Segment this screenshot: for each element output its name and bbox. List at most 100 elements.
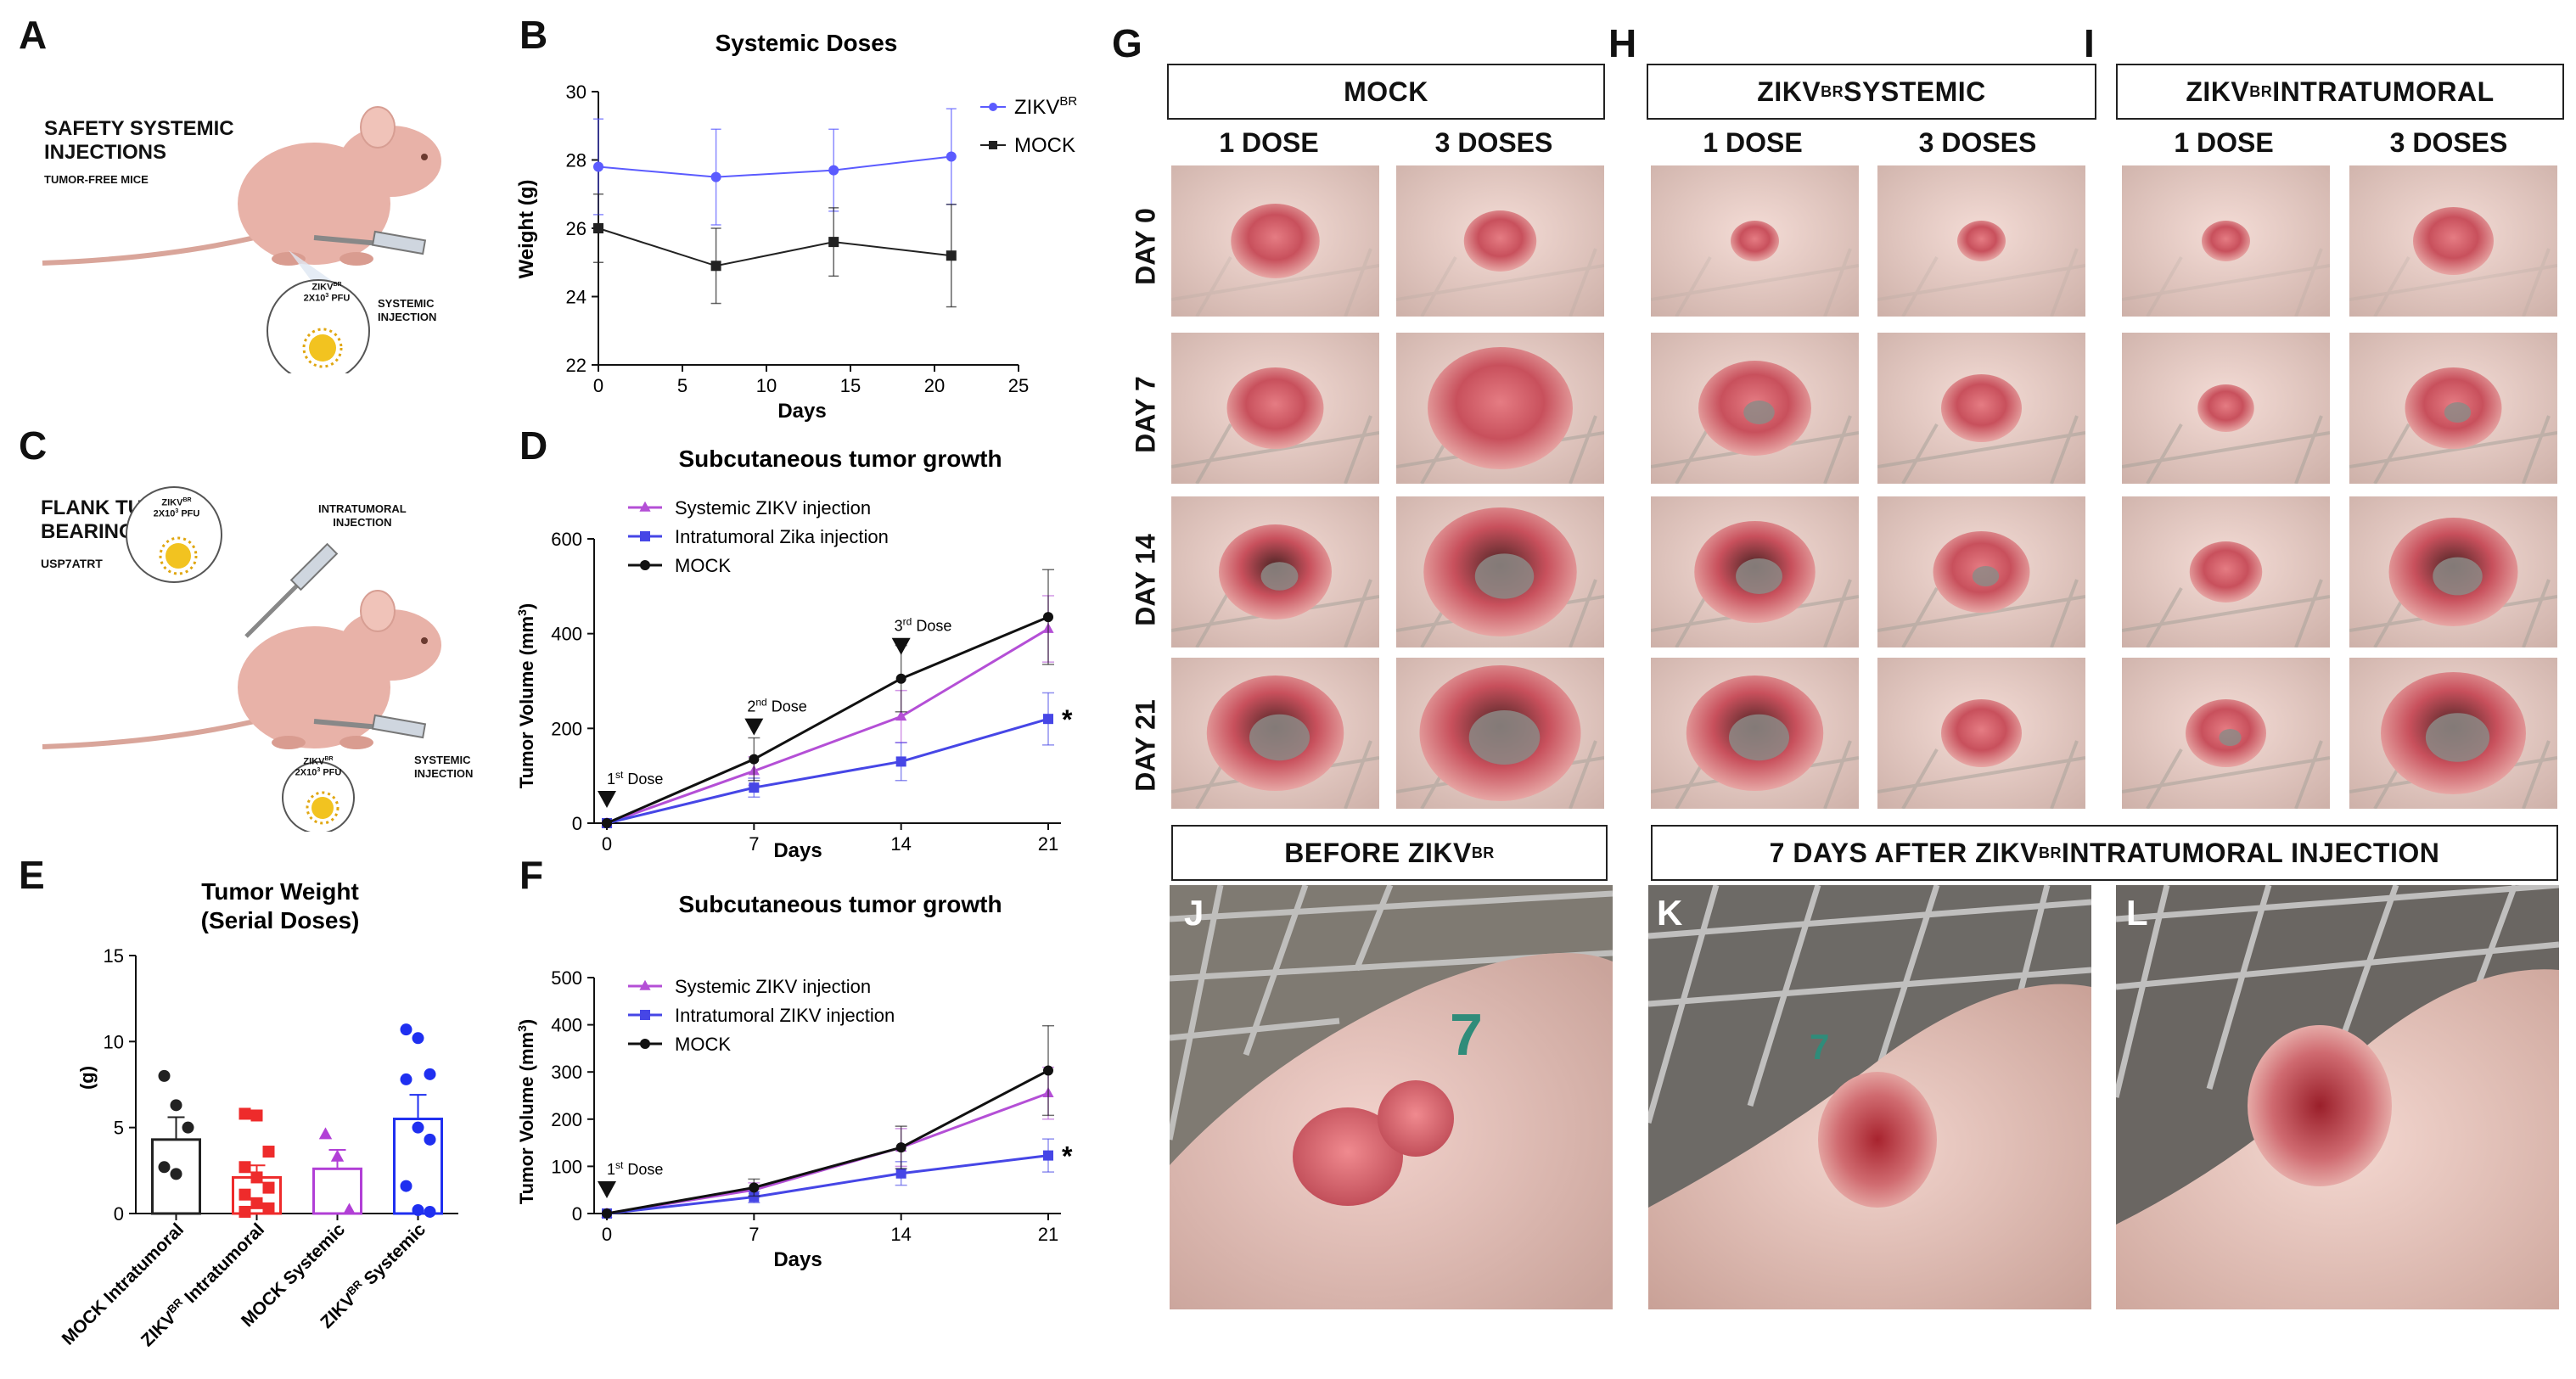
tumor-photo [2122,165,2330,317]
scatter-point [400,1073,412,1085]
panel-label-f: F [519,853,544,897]
x-tick-label: 21 [1038,1224,1058,1245]
data-point [593,223,603,233]
schematic-a-title-line2: INJECTIONS [44,141,167,164]
chart-f-ylabel-end: ) [516,1019,537,1025]
scatter-point [239,1161,251,1174]
legend-marker [640,531,650,541]
legend-label: MOCK [675,1034,731,1055]
necrotic-area [1474,553,1535,599]
data-point [946,151,957,162]
panel-label-d: D [519,423,548,468]
y-tick-label: 0 [572,813,582,834]
data-point [749,1191,760,1202]
chart-e-title: Tumor Weight [201,878,359,905]
row-label-day14: DAY 14 [1130,534,1161,626]
y-tick-label: 28 [566,150,586,171]
data-point [828,237,839,248]
header-after-zikv-start: 7 DAYS AFTER ZIKV [1769,837,2039,868]
scatter-point [400,1023,412,1036]
tumor-mass [2413,207,2494,275]
schematic-a-virus-unit: PFU [328,293,351,304]
tumor-photo [1171,658,1379,809]
chart-d-ylabel-sup: 3 [515,609,529,616]
tumor-photo [2122,658,2330,809]
dose-ordinal: rd [903,616,912,628]
chart-f-legend: Systemic ZIKV injection Intratumoral ZIKV… [628,976,895,1055]
tumor-photo [2122,496,2330,647]
tumor-photo [1877,333,2085,484]
y-tick-label: 10 [104,1031,124,1052]
group-header-mock: MOCK [1167,64,1605,120]
chart-f-dose-markers: 1st Dose [598,1159,663,1198]
scatter-point [412,1032,424,1045]
tumor-photo [2349,496,2557,647]
legend-label: Intratumoral Zika injection [675,526,889,547]
necrotic-area [1249,714,1310,761]
panel-label-i: I [2084,21,2095,65]
significance-star: * [1062,1141,1073,1172]
schematic-c-route-bottom: SYSTEMIC INJECTION [414,754,473,781]
tumor-mass [2189,541,2263,603]
x-tick-label: 14 [890,1224,911,1245]
schematic-a-virus-dose: 2X10 [303,293,326,304]
legend-marker [639,979,651,990]
tumor-mass [1226,367,1324,449]
category-end: Systemic [356,1219,429,1292]
chart-d-ylabel-end: ) [516,603,537,609]
legend-label: Systemic ZIKV injection [675,497,871,519]
group-header-zikv-intratumoral-name: ZIKV [2186,76,2250,107]
dose-ordinal: st [615,769,624,781]
tumor-mass [1463,210,1537,272]
chart-f-axes: 0 7 14 21 0 100 200 300 400 500 [551,967,1061,1245]
data-point [895,1142,906,1153]
scatter-point [158,1069,171,1082]
chart-f-ylabel-text: Tumor Volume (mm [516,1032,537,1204]
scatter-point [342,1202,356,1215]
group-header-mock-text: MOCK [1344,76,1428,107]
data-point [1043,1065,1053,1076]
tumor-mass [2202,221,2250,261]
mouse-illustration-a [42,106,441,373]
tumor-photo [1396,165,1604,317]
scatter-point [318,1127,333,1140]
dose-label: 1st Dose [607,1159,663,1178]
col-label-systemic-1dose: 1 DOSE [1703,127,1803,158]
header-before-zikv-sup: BR [1471,844,1495,861]
series-line [606,717,1049,825]
necrotic-area [1972,566,2000,586]
row-label-day0: DAY 0 [1130,208,1161,285]
panel-label-c: C [19,423,48,468]
y-tick-label: 15 [104,945,124,967]
data-point [602,1208,612,1219]
scatter-point [158,1161,171,1174]
y-tick-label: 200 [551,1109,582,1130]
schematic-a-route-line1: SYSTEMIC [378,297,435,310]
tumor-mass [1428,347,1573,469]
significance-star: * [1062,704,1073,735]
schematic-a-virus-label: ZIKVBR 2X103 PFU [293,282,361,303]
col-label-systemic-3doses: 3 DOSES [1918,127,2037,158]
legend-zikv-marker [989,103,997,111]
series-line [606,615,1049,825]
schematic-a-virus-exp: 3 [325,292,329,299]
header-after-zikv: 7 DAYS AFTER ZIKV BR INTRATUMORAL INJECTI… [1651,825,2558,881]
data-point [593,161,603,172]
scatter-point [424,1205,436,1218]
scatter-point [262,1202,275,1214]
y-tick-label: 200 [551,718,582,739]
tumor-mass [1231,204,1320,278]
y-tick-label: 400 [551,624,582,645]
tumor-mass [1957,221,2006,261]
chart-d-xlabel: Days [773,839,822,862]
legend-mock-label: MOCK [1014,134,1075,157]
panel-label-l: L [2126,893,2148,933]
scatter-point [330,1149,345,1162]
series-line [606,1069,1049,1215]
row-label-day21: DAY 21 [1130,699,1161,792]
x-tick-label: 7 [749,1224,759,1245]
schematic-c-subtitle: USP7ATRT [41,557,103,570]
schematic-a-virus-name: ZIKV [311,282,334,293]
